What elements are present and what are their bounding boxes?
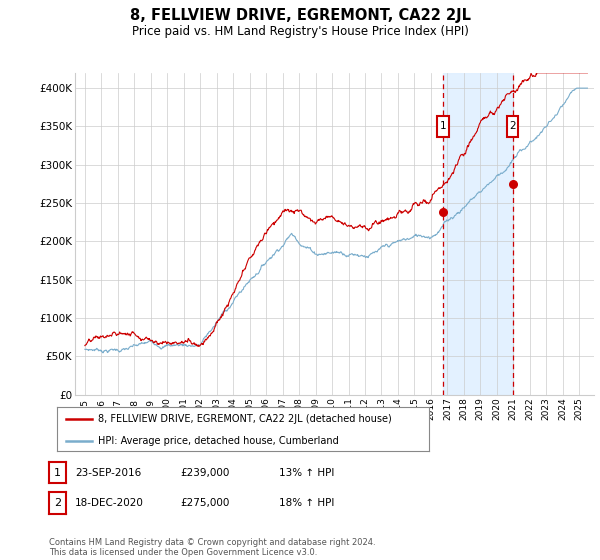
- Bar: [443, 73, 512, 395]
- Text: £275,000: £275,000: [180, 498, 229, 508]
- Text: Contains HM Land Registry data © Crown copyright and database right 2024.
This d: Contains HM Land Registry data © Crown c…: [49, 538, 376, 557]
- Text: 23-SEP-2016: 23-SEP-2016: [75, 468, 141, 478]
- Point: [508, 180, 517, 189]
- Text: HPI: Average price, detached house, Cumberland: HPI: Average price, detached house, Cumb…: [98, 436, 338, 446]
- Text: 2: 2: [54, 498, 61, 508]
- FancyBboxPatch shape: [437, 116, 449, 137]
- Text: 1: 1: [440, 122, 446, 132]
- FancyBboxPatch shape: [507, 116, 518, 137]
- Text: 8, FELLVIEW DRIVE, EGREMONT, CA22 2JL (detached house): 8, FELLVIEW DRIVE, EGREMONT, CA22 2JL (d…: [98, 414, 392, 424]
- Text: £239,000: £239,000: [180, 468, 229, 478]
- Text: 8, FELLVIEW DRIVE, EGREMONT, CA22 2JL: 8, FELLVIEW DRIVE, EGREMONT, CA22 2JL: [130, 8, 470, 24]
- Text: 18% ↑ HPI: 18% ↑ HPI: [279, 498, 334, 508]
- Text: Price paid vs. HM Land Registry's House Price Index (HPI): Price paid vs. HM Land Registry's House …: [131, 25, 469, 38]
- Text: 1: 1: [54, 468, 61, 478]
- Text: 18-DEC-2020: 18-DEC-2020: [75, 498, 144, 508]
- Point: [438, 207, 448, 216]
- Text: 2: 2: [509, 122, 516, 132]
- Text: 13% ↑ HPI: 13% ↑ HPI: [279, 468, 334, 478]
